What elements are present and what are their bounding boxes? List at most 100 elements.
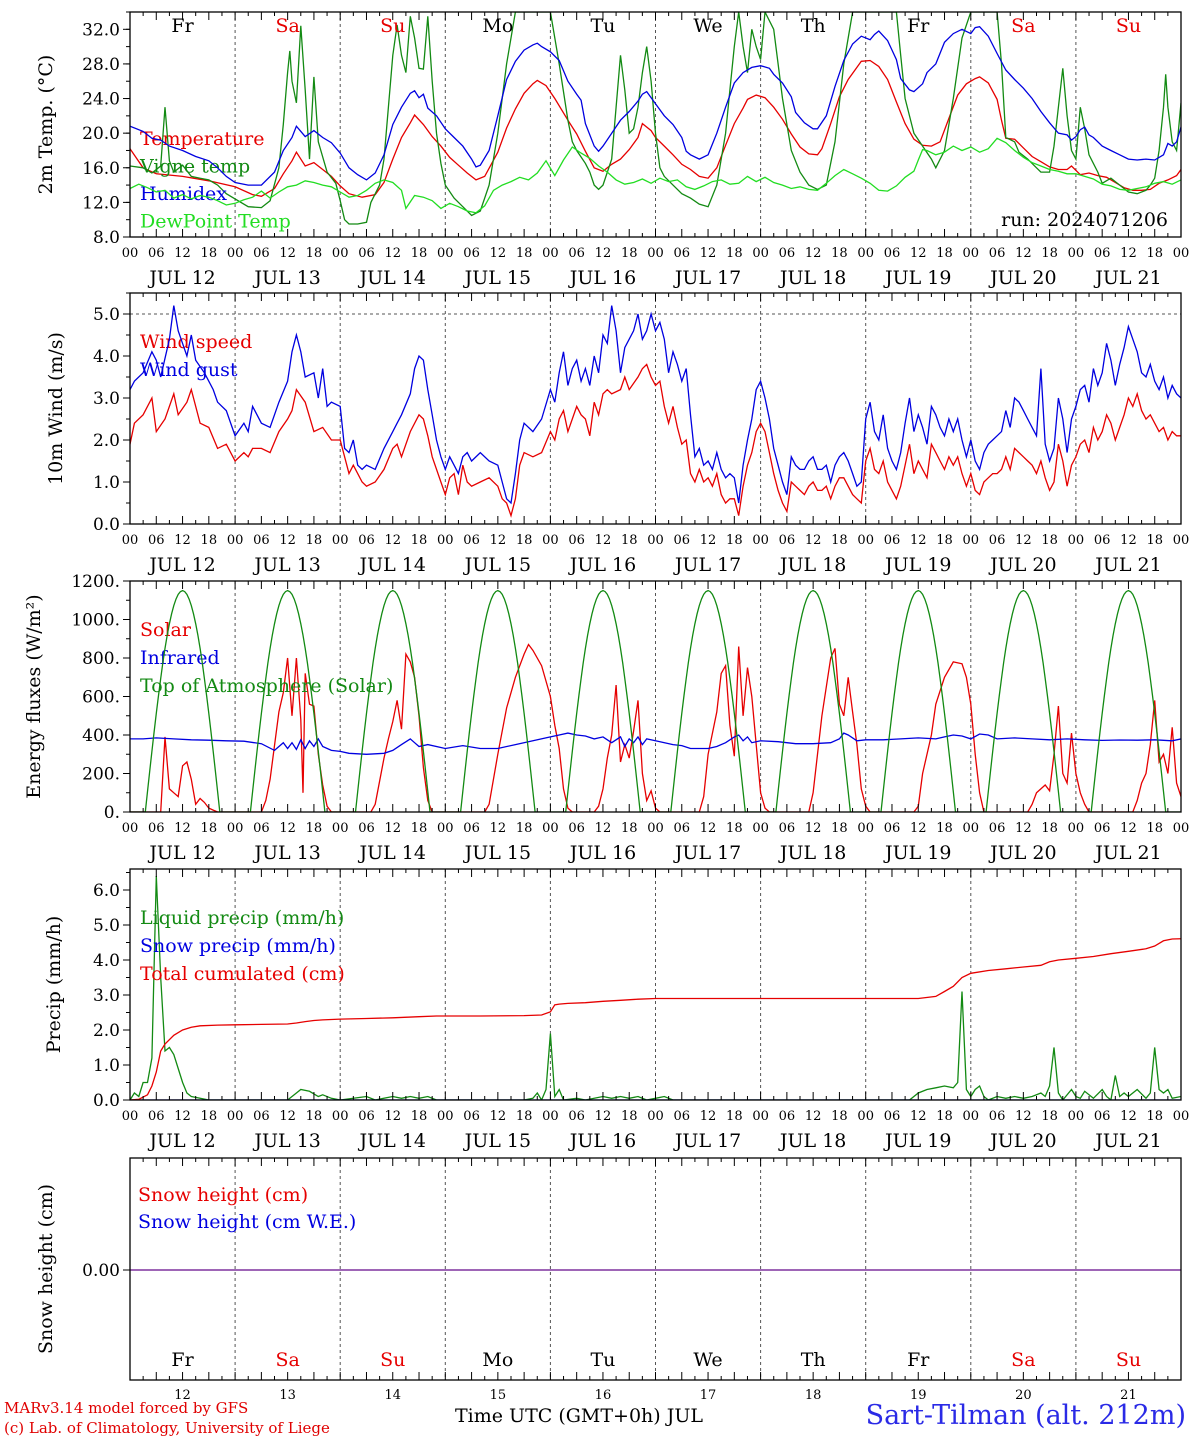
hour-label: 18	[621, 246, 638, 261]
hour-label: 12	[490, 246, 507, 261]
series-line-2	[130, 732, 1181, 755]
y-axis-label: Precip (mm/h)	[43, 916, 65, 1054]
hour-label: 12	[595, 1109, 612, 1124]
weekday-label: Tu	[590, 15, 615, 37]
y-tick-label: 2.0	[93, 1021, 120, 1041]
date-label: JUL 20	[988, 1130, 1056, 1152]
hour-label: 00	[437, 533, 454, 548]
date-label: JUL 13	[252, 554, 320, 576]
hour-label: 18	[1041, 246, 1058, 261]
date-label: JUL 14	[358, 267, 426, 289]
series-line-3	[130, 589, 1181, 812]
hour-label: 00	[1173, 246, 1190, 261]
y-tick-label: 0.0	[93, 515, 120, 535]
hour-label: 06	[148, 821, 165, 836]
y-tick-label: 12.0	[82, 193, 120, 213]
hour-label: 18	[1146, 533, 1163, 548]
legend-entry: Total cumulated (cm)	[140, 963, 345, 985]
hour-label: 06	[989, 246, 1006, 261]
hour-label: 06	[148, 246, 165, 261]
hour-label: 06	[358, 1109, 375, 1124]
hour-label: 00	[1173, 533, 1190, 548]
y-tick-label: 4.0	[93, 347, 120, 367]
hour-label: 00	[857, 1109, 874, 1124]
weekday-label: Sa	[275, 15, 299, 37]
hour-label: 18	[726, 1109, 743, 1124]
date-label: JUL 18	[778, 1130, 846, 1152]
hour-label: 06	[674, 1109, 691, 1124]
day-number: 12	[174, 1388, 191, 1403]
hour-label: 06	[358, 533, 375, 548]
hour-label: 18	[726, 533, 743, 548]
hour-label: 12	[700, 533, 717, 548]
hour-label: 18	[936, 821, 953, 836]
hour-label: 00	[542, 533, 559, 548]
hour-label: 00	[332, 1109, 349, 1124]
hour-label: 12	[490, 821, 507, 836]
hour-label: 00	[752, 821, 769, 836]
hour-label: 18	[621, 1109, 638, 1124]
hour-label: 06	[779, 246, 796, 261]
hour-label: 00	[963, 821, 980, 836]
series-line-1	[130, 363, 1181, 518]
hour-label: 12	[910, 821, 927, 836]
weekday-label: Tu	[590, 1349, 615, 1371]
hour-label: 06	[989, 533, 1006, 548]
date-label: JUL 18	[778, 842, 846, 864]
date-label: JUL 12	[147, 554, 215, 576]
hour-label: 06	[568, 246, 585, 261]
hour-label: 06	[884, 533, 901, 548]
hour-label: 12	[805, 246, 822, 261]
panel-2: Wind speed Wind gust 0.0 1.0 2.0 3.0 4.0 5.0 10m…	[45, 292, 1190, 576]
hour-label: 18	[516, 533, 533, 548]
hour-label: 12	[1015, 1109, 1032, 1124]
panel-1: Temperature Vigne temp Humidex DewPoint Tem…	[35, 11, 1190, 289]
hour-label: 06	[779, 1109, 796, 1124]
hour-label: 12	[1120, 1109, 1137, 1124]
hour-label: 00	[1173, 821, 1190, 836]
day-number: 13	[279, 1388, 296, 1403]
date-label: JUL 18	[778, 554, 846, 576]
date-label: JUL 17	[673, 1130, 741, 1152]
legend-entry: Snow height (cm W.E.)	[138, 1211, 356, 1233]
hour-label: 12	[595, 246, 612, 261]
hour-label: 00	[542, 1109, 559, 1124]
hour-label: 00	[122, 1109, 139, 1124]
y-tick-label: 5.0	[93, 916, 120, 936]
day-number: 14	[384, 1388, 401, 1403]
hour-label: 06	[253, 533, 270, 548]
hour-label: 06	[358, 246, 375, 261]
hour-label: 12	[384, 533, 401, 548]
date-label: JUL 14	[358, 842, 426, 864]
hour-label: 06	[1094, 246, 1111, 261]
series-line-3	[130, 25, 1181, 186]
date-label: JUL 20	[988, 842, 1056, 864]
series-line-4	[130, 137, 1181, 214]
y-tick-label: 3.0	[93, 389, 120, 409]
hour-label: 18	[411, 246, 428, 261]
hour-label: 18	[201, 533, 218, 548]
legend-entry: Snow precip (mm/h)	[140, 935, 336, 957]
hour-label: 18	[516, 821, 533, 836]
hour-label: 00	[227, 1109, 244, 1124]
day-number: 16	[595, 1388, 612, 1403]
y-tick-label: 0.0	[93, 1091, 120, 1111]
legend-entry: Temperature	[140, 128, 264, 150]
hour-label: 00	[647, 246, 664, 261]
y-axis-label: 2m Temp. (°C)	[35, 55, 57, 195]
y-tick-label: 1200.	[71, 572, 120, 592]
y-tick-label: 200.	[82, 765, 120, 785]
weekday-label: We	[693, 15, 722, 37]
hour-label: 18	[621, 821, 638, 836]
hour-label: 06	[568, 1109, 585, 1124]
weekday-label: We	[693, 1349, 722, 1371]
legend-entry: Wind gust	[140, 359, 238, 381]
hour-label: 18	[726, 821, 743, 836]
date-label: JUL 14	[358, 554, 426, 576]
hour-label: 18	[831, 1109, 848, 1124]
hour-label: 18	[201, 821, 218, 836]
series-line-1	[130, 59, 1181, 198]
date-label: JUL 19	[883, 267, 951, 289]
y-axis-label: Energy fluxes (W/m²)	[23, 594, 45, 798]
hour-label: 00	[963, 533, 980, 548]
